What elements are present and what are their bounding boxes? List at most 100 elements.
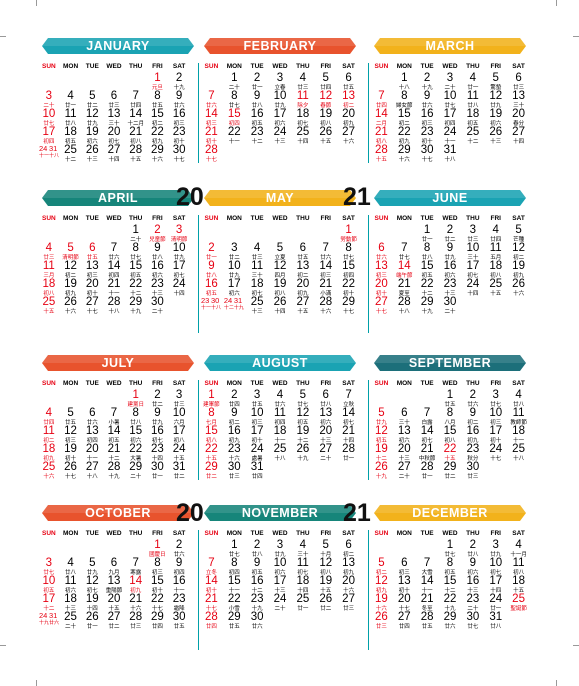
day-cell[interactable]: 13 初三 — [81, 260, 103, 279]
day-cell[interactable]: 30 廿五 — [168, 611, 190, 630]
day-cell[interactable]: 6 九月 — [103, 557, 125, 576]
day-cell[interactable]: 29 十六 — [393, 144, 416, 163]
day-cell[interactable]: 11 除夕 — [291, 90, 314, 109]
day-cell[interactable]: 27 廿三 — [337, 593, 360, 612]
day-cell[interactable]: 14 二月 — [370, 108, 393, 127]
day-cell[interactable]: 22 初九 — [147, 126, 169, 145]
day-cell[interactable]: 2 十九 — [416, 72, 439, 91]
day-cell[interactable]: 21 十七 — [200, 593, 223, 612]
day-cell[interactable]: 13 初六 — [314, 407, 337, 426]
day-cell[interactable]: 23 十二 — [246, 126, 269, 145]
day-cell[interactable]: 16 初九 — [223, 425, 246, 444]
day-cell[interactable]: 20 十六 — [337, 575, 360, 594]
day-cell[interactable]: 4 廿三 — [38, 242, 60, 261]
day-cell[interactable]: 11 初四 — [269, 407, 292, 426]
day-cell[interactable]: 1 廿五 — [439, 389, 462, 408]
day-cell[interactable]: 24 31 十一 十八 — [38, 145, 60, 163]
day-cell[interactable]: 6 廿五 — [337, 72, 360, 91]
day-cell[interactable]: 8 婦女節 — [393, 90, 416, 109]
day-cell[interactable]: 9 廿六 — [168, 90, 190, 109]
day-cell[interactable]: 8 廿五 — [147, 90, 169, 109]
day-cell[interactable]: 6 廿三 — [103, 90, 125, 109]
day-cell[interactable]: 29 廿六 — [439, 611, 462, 630]
day-cell[interactable]: 23 30 十一 十八 — [200, 297, 223, 315]
day-cell[interactable]: 13 重陽節 — [103, 575, 125, 594]
day-cell[interactable]: 17 初七 — [168, 260, 190, 279]
day-cell[interactable]: 24 二十 — [269, 593, 292, 612]
day-cell[interactable]: 1 廿一 — [416, 224, 439, 243]
day-cell[interactable]: 16 初九 — [461, 425, 484, 444]
day-cell[interactable]: 10 廿九 — [168, 242, 190, 261]
day-cell[interactable]: 13 三十 — [507, 90, 530, 109]
day-cell[interactable]: 3 廿九 — [484, 539, 507, 558]
day-cell[interactable]: 24 十四 — [461, 278, 484, 297]
day-cell[interactable]: 17 初十 — [484, 425, 507, 444]
day-cell[interactable]: 24 十五 — [168, 443, 190, 462]
day-cell[interactable]: 27 十四 — [103, 144, 125, 163]
day-cell[interactable]: 7 廿六 — [103, 242, 125, 261]
day-cell[interactable]: 21 十一 — [103, 278, 125, 297]
day-cell[interactable]: 25 廿一 — [291, 593, 314, 612]
day-cell[interactable]: 27 廿四 — [393, 611, 416, 630]
day-cell[interactable]: 12 初三 — [60, 425, 82, 444]
day-cell[interactable]: 19 初六 — [81, 126, 103, 145]
day-cell[interactable]: 5 廿九 — [370, 407, 393, 426]
day-cell[interactable]: 28 十五 — [125, 144, 147, 163]
day-cell[interactable]: 1 建黨日 — [125, 389, 147, 408]
day-cell[interactable]: 31 廿四 — [246, 461, 269, 480]
day-cell[interactable]: 6 廿五 — [81, 242, 103, 261]
day-cell[interactable]: 25 十四 — [291, 126, 314, 145]
day-cell[interactable]: 14 端午節 — [393, 260, 416, 279]
day-cell[interactable]: 9 初六 — [461, 557, 484, 576]
day-cell[interactable]: 3 廿五 — [246, 389, 269, 408]
day-cell[interactable]: 17 十三 — [269, 575, 292, 594]
day-cell[interactable]: 28 廿三 — [125, 611, 147, 630]
day-cell[interactable]: 20 十七 — [393, 593, 416, 612]
day-cell[interactable]: 13 初九 — [337, 557, 360, 576]
day-cell[interactable]: 9 初五 — [246, 557, 269, 576]
day-cell[interactable]: 17 十二 — [38, 593, 60, 612]
day-cell[interactable]: 24 十三 — [269, 126, 292, 145]
day-cell[interactable]: 2 廿二 — [147, 389, 169, 408]
day-cell[interactable]: 13 初二 — [337, 90, 360, 109]
day-cell[interactable]: 30 十七 — [168, 144, 190, 163]
day-cell[interactable]: 7 廿四 — [370, 90, 393, 109]
day-cell[interactable]: 21 十六 — [125, 593, 147, 612]
day-cell[interactable]: 10 三十 — [461, 242, 484, 261]
day-cell[interactable]: 14 十二月 — [125, 108, 147, 127]
day-cell[interactable]: 29 廿二 — [200, 461, 223, 480]
day-cell[interactable]: 20 春分 — [507, 108, 530, 127]
day-cell[interactable]: 10 六月 — [168, 407, 190, 426]
day-cell[interactable]: 16 十三 — [461, 575, 484, 594]
day-cell[interactable]: 31 廿二 — [168, 461, 190, 480]
day-cell[interactable]: 12 廿九 — [81, 108, 103, 127]
day-cell[interactable]: 17 初四 — [439, 108, 462, 127]
day-cell[interactable]: 11 五月 — [484, 242, 507, 261]
day-cell[interactable]: 5 十月 — [314, 539, 337, 558]
day-cell[interactable]: 1 勞動節 — [337, 224, 360, 243]
day-cell[interactable]: 19 初八 — [269, 278, 292, 297]
day-cell[interactable]: 8 初五 — [439, 557, 462, 576]
day-cell[interactable]: 9 廿六 — [416, 90, 439, 109]
day-cell[interactable]: 28 十八 — [393, 296, 416, 315]
day-cell[interactable]: 6 廿六 — [370, 242, 393, 261]
day-cell[interactable]: 28 十五 — [370, 144, 393, 163]
day-cell[interactable]: 31 十八 — [439, 144, 462, 163]
day-cell[interactable]: 16 初六 — [439, 260, 462, 279]
day-cell[interactable]: 14 初七 — [337, 407, 360, 426]
day-cell[interactable]: 15 初六 — [125, 425, 147, 444]
day-cell[interactable]: 12 春節 — [314, 90, 337, 109]
day-cell[interactable]: 20 十三 — [314, 425, 337, 444]
day-cell[interactable]: 4 廿一 — [60, 90, 82, 109]
day-cell[interactable]: 9 廿九 — [439, 242, 462, 261]
day-cell[interactable]: 23 十六 — [223, 443, 246, 462]
day-cell[interactable]: 29 十九 — [125, 296, 147, 315]
day-cell[interactable]: 26 十九 — [370, 461, 393, 480]
day-cell[interactable]: 29 十七 — [337, 296, 360, 315]
day-cell[interactable]: 4 廿六 — [269, 389, 292, 408]
day-cell[interactable]: 10 廿九 — [269, 90, 292, 109]
day-cell[interactable]: 18 初七 — [291, 108, 314, 127]
day-cell[interactable]: 22 十七 — [147, 593, 169, 612]
day-cell[interactable]: 28 十六 — [314, 296, 337, 315]
day-cell[interactable]: 8 初四 — [223, 557, 246, 576]
